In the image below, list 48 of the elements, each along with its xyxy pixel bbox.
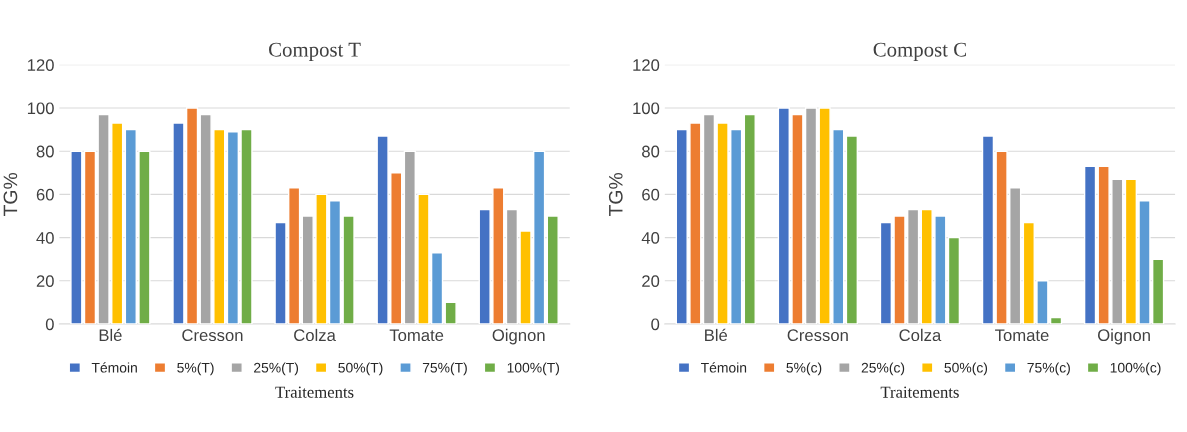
- y-tick-label: 120: [633, 59, 660, 71]
- chart-title: Compost C: [873, 42, 966, 61]
- legend-label: 75%(T): [422, 362, 467, 376]
- y-tick-label: 120: [27, 59, 54, 71]
- x-tick-label: Blé: [705, 328, 728, 342]
- x-tick-label: Tomate: [389, 329, 444, 342]
- x-tick-label: Colza: [899, 328, 942, 342]
- x-axis-title: Traitements: [880, 386, 959, 398]
- legend-label: 5%(T): [177, 362, 214, 376]
- y-tick-label: 20: [36, 275, 54, 287]
- legend-label: 25%(T): [254, 362, 299, 376]
- y-tick-label: 80: [642, 145, 660, 158]
- legend-label: 100%(c): [1110, 362, 1161, 376]
- x-tick-label: Tomate: [995, 329, 1049, 342]
- legend-label: 50%(c): [944, 362, 988, 376]
- x-axis-title: Traitements: [275, 386, 354, 398]
- y-axis-title: TG%: [3, 172, 18, 217]
- bar: [546, 215, 559, 324]
- chart-title: Compost T: [269, 42, 361, 61]
- legend-label: 100%(T): [507, 362, 560, 376]
- bar: [743, 113, 756, 324]
- legend-label: 25%(c): [861, 362, 905, 376]
- y-tick-label: 100: [27, 102, 54, 115]
- y-tick-label: 40: [641, 232, 660, 244]
- x-tick-label: Blé: [99, 328, 122, 342]
- x-tick-label: Colza: [294, 328, 336, 342]
- x-tick-label: Oignon: [1098, 328, 1150, 345]
- x-tick-label: Oignon: [492, 328, 545, 345]
- y-tick-label: 20: [642, 275, 660, 287]
- bar: [1083, 165, 1097, 324]
- legend-label: Témoin: [91, 362, 137, 373]
- y-axis-title: TG%: [608, 172, 623, 217]
- y-tick-label: 60: [36, 188, 54, 201]
- legend-label: 50%(T): [338, 362, 383, 376]
- bar: [845, 135, 859, 324]
- legend-label: 75%(c): [1027, 362, 1070, 376]
- y-tick-label: 0: [651, 318, 660, 331]
- x-tick-label: Cresson: [787, 329, 848, 342]
- bar: [947, 236, 961, 324]
- y-tick-label: 80: [36, 145, 54, 158]
- y-tick-label: 40: [36, 232, 54, 244]
- y-tick-label: 60: [642, 188, 660, 201]
- y-tick-label: 100: [633, 102, 660, 115]
- x-tick-label: Cresson: [182, 329, 243, 342]
- legend-label: 5%(c): [786, 362, 822, 376]
- bar: [444, 301, 457, 324]
- y-tick-label: 0: [45, 318, 54, 331]
- legend-label: Témoin: [700, 362, 747, 373]
